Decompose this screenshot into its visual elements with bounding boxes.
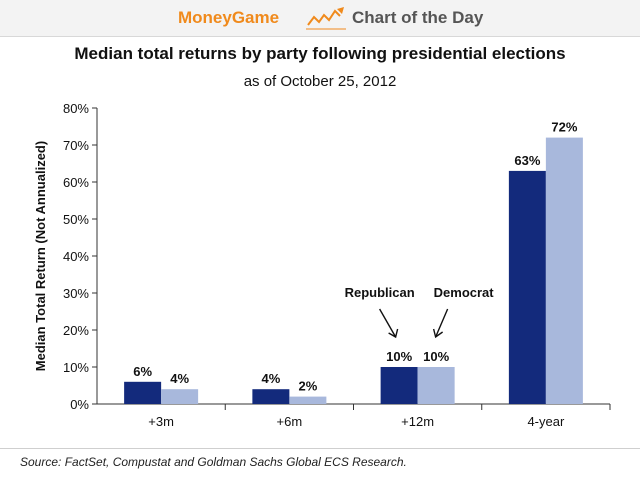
brand-name[interactable]: MoneyGame (178, 8, 280, 27)
bar-democrat (289, 396, 327, 404)
bar-republican (124, 381, 162, 404)
data-label: 4% (261, 371, 280, 386)
y-tick-label: 50% (63, 212, 89, 227)
y-tick-label: 20% (63, 323, 89, 338)
legend-republican: Republican (345, 285, 415, 300)
bar-republican (380, 367, 418, 404)
chart-title: Median total returns by party following … (74, 44, 566, 63)
header-banner: MoneyGame Chart of the Day (0, 0, 640, 37)
data-label: 63% (514, 153, 540, 168)
rising-line-arrow-icon (306, 7, 346, 30)
arrow-democrat (434, 308, 449, 338)
legend-democrat: Democrat (434, 285, 495, 300)
y-tick-label: 0% (70, 397, 89, 412)
bar-republican (508, 170, 546, 404)
chart-subtitle: as of October 25, 2012 (243, 73, 397, 90)
arrow-republican (379, 308, 397, 338)
y-tick-label: 60% (63, 175, 89, 190)
y-axis-label: Median Total Return (Not Annualized) (33, 141, 48, 371)
data-label: 2% (298, 379, 317, 394)
bar-chart: Median Total Return (Not Annualized) 0% 10… (33, 101, 611, 429)
bar-democrat (417, 367, 455, 404)
data-label: 10% (423, 349, 449, 364)
y-tick-label: 80% (63, 101, 89, 116)
x-tick-label: +12m (401, 414, 434, 429)
y-tick-label: 70% (63, 138, 89, 153)
section-title: Chart of the Day (352, 8, 484, 27)
y-tick-label: 30% (63, 286, 89, 301)
data-label: 6% (133, 364, 152, 379)
arrowhead-republican (388, 328, 399, 339)
y-tick-label: 10% (63, 360, 89, 375)
bar-republican (252, 389, 290, 404)
bar-democrat (545, 137, 583, 404)
y-tick-label: 40% (63, 249, 89, 264)
x-tick-label: +3m (148, 414, 174, 429)
data-label: 10% (386, 349, 412, 364)
data-label: 72% (551, 120, 577, 135)
x-tick-label: +6m (277, 414, 303, 429)
source-note: Source: FactSet, Compustat and Goldman S… (20, 455, 407, 469)
x-tick-label: 4-year (527, 414, 565, 429)
arrowhead-democrat (432, 328, 444, 339)
footer-divider (0, 448, 640, 449)
data-label: 4% (170, 371, 189, 386)
bar-democrat (161, 389, 199, 404)
